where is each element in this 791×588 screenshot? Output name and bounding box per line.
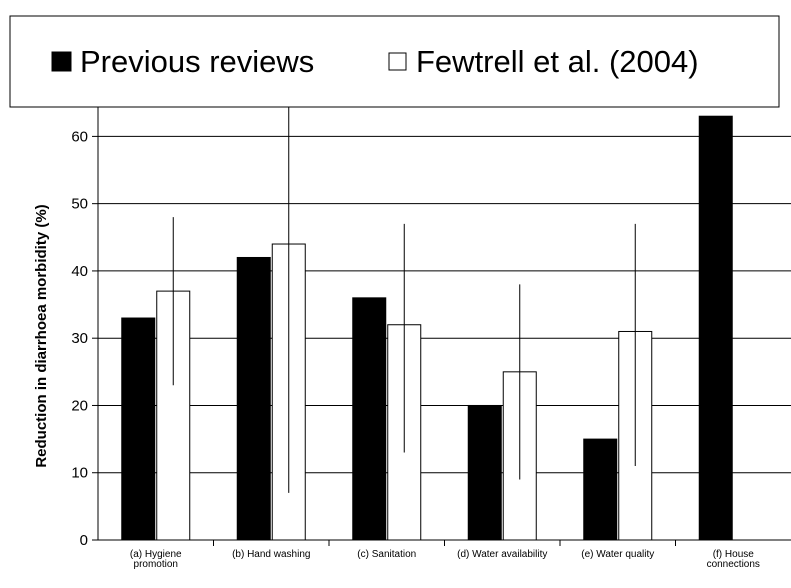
- gridlines: [92, 135, 791, 541]
- x-category-label: (b) Hand washing: [232, 549, 310, 560]
- bars: [121, 115, 733, 541]
- y-tick-label: 60: [71, 128, 88, 145]
- y-tick-label: 40: [71, 263, 88, 280]
- y-axis-label: Reduction in diarrhoea morbidity (%): [33, 204, 50, 467]
- error-bars: [172, 89, 636, 493]
- x-category-label: (d) Water availability: [457, 549, 547, 560]
- x-category-label: (e) Water quality: [581, 549, 654, 560]
- axes: [97, 92, 791, 546]
- y-tick-label: 0: [80, 532, 88, 549]
- y-tick-label: 20: [71, 397, 88, 414]
- x-category-label: (a) Hygiene promotion: [130, 549, 182, 570]
- bar-previous-reviews: [352, 297, 387, 541]
- bar-previous-reviews: [121, 317, 156, 541]
- x-category-label: (c) Sanitation: [357, 549, 416, 560]
- bar-fewtrell: [156, 290, 191, 541]
- bar-previous-reviews: [236, 256, 271, 541]
- legend-label-fewtrell: Fewtrell et al. (2004): [416, 44, 699, 79]
- bar-previous-reviews: [698, 115, 733, 541]
- y-tick-label: 10: [71, 465, 88, 482]
- legend-label-previous-reviews: Previous reviews: [80, 44, 314, 79]
- x-category-label: (f) House connections: [707, 549, 760, 570]
- bar-previous-reviews: [583, 438, 618, 541]
- legend: Previous reviews Fewtrell et al. (2004): [9, 15, 780, 108]
- legend-swatch-fewtrell: [388, 52, 407, 71]
- legend-swatch-previous-reviews: [51, 51, 72, 72]
- y-tick-labels: 0 10 20 30 40 50 60: [71, 128, 88, 549]
- bar-previous-reviews: [467, 404, 502, 541]
- y-tick-label: 30: [71, 330, 88, 347]
- y-tick-label: 50: [71, 196, 88, 213]
- x-category-labels: (a) Hygiene promotion (b) Hand washing (c) …: [130, 549, 760, 570]
